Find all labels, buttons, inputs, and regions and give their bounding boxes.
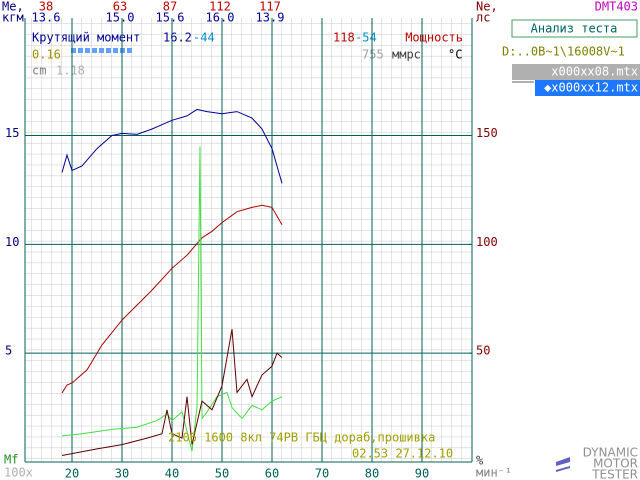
- y-tick-label: 10: [5, 235, 19, 249]
- torque-point: 13.9: [256, 11, 285, 25]
- series-line: [61, 146, 283, 452]
- torque-point: 16.0: [206, 11, 235, 25]
- mf-label: Mf: [4, 453, 18, 467]
- logo-text: TESTER: [591, 468, 638, 480]
- plot-area: [25, 18, 472, 462]
- file-name[interactable]: x000xx08.mtx: [551, 65, 638, 79]
- file-name[interactable]: ◆x000xx12.mtx: [544, 81, 638, 95]
- power-legend: Мощность: [405, 31, 463, 45]
- power-point: 112: [209, 0, 231, 14]
- engine-note: 2106 1600 8кл 74РВ ГБЦ дораб,прошивка: [168, 431, 435, 445]
- cm-label: cm: [32, 64, 46, 78]
- x-tick-label: 20: [65, 467, 79, 480]
- power-point: 63: [113, 0, 127, 14]
- power-point: 87: [163, 0, 177, 14]
- app-code: DMT403: [595, 0, 638, 14]
- x-tick-label: 70: [315, 467, 329, 480]
- file-connector: [512, 81, 534, 83]
- x-tick-label: 50: [215, 467, 229, 480]
- torque-point: 13.6: [32, 11, 61, 25]
- series-line: [61, 108, 283, 184]
- pct-label: %: [476, 454, 484, 468]
- y2-tick-label: 100: [476, 235, 498, 249]
- x-tick-label: 60: [265, 467, 279, 480]
- power-readout: 118: [333, 31, 355, 45]
- temp-unit: °C: [448, 48, 462, 62]
- button-label[interactable]: Анализ теста: [531, 22, 618, 36]
- y-label: Me,: [2, 0, 24, 14]
- torque-point: 15.6: [156, 11, 185, 25]
- pressure-unit: ммрс: [392, 48, 421, 62]
- left-readout: 0.16: [32, 48, 61, 62]
- x-tick-label: 90: [415, 467, 429, 480]
- torque-readout: 16.2: [163, 31, 192, 45]
- power-point: 38: [39, 0, 53, 14]
- series-line: [61, 204, 283, 394]
- y2-label: лс: [476, 11, 490, 25]
- timestamp: 02.53 27.12.10: [352, 447, 453, 461]
- file-item-selected[interactable]: [535, 80, 640, 96]
- power-shift: -54: [355, 31, 377, 45]
- power-point: 117: [259, 0, 281, 14]
- indicator-dots: [71, 48, 132, 53]
- torque-point: 15.0: [106, 11, 135, 25]
- y-tick-label: 15: [5, 126, 19, 140]
- y-tick-label: 5: [5, 344, 12, 358]
- torque-legend: Крутящий момент: [32, 31, 140, 45]
- series-line: [61, 329, 283, 456]
- logo-text: MOTOR: [593, 457, 638, 471]
- x-tick-label: 30: [115, 467, 129, 480]
- cm-readout: 1.18: [56, 64, 85, 78]
- x-tick-label: 80: [365, 467, 379, 480]
- file-path: D:..0B~1\16008V~1: [502, 45, 625, 59]
- analysis-button[interactable]: [511, 19, 638, 38]
- y2-tick-label: 50: [476, 344, 490, 358]
- torque-shift: -44: [193, 31, 215, 45]
- y-label: кгм: [2, 11, 24, 25]
- y2-tick-label: 150: [476, 126, 498, 140]
- logo-text: DYNAMIC: [583, 446, 638, 460]
- x-tick-label: 40: [165, 467, 179, 480]
- x-multiplier: 100x: [4, 466, 33, 480]
- y2-label: Ne,: [476, 0, 498, 14]
- pressure-readout: 755: [362, 48, 384, 62]
- x-label: мин⁻¹: [476, 466, 512, 480]
- file-item[interactable]: [512, 64, 640, 80]
- logo: DYNAMIC MOTOR TESTER: [556, 446, 638, 480]
